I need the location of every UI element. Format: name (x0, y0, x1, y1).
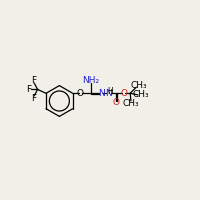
Text: CH₃: CH₃ (130, 81, 147, 90)
Text: F: F (26, 85, 31, 94)
Text: CH₃: CH₃ (123, 99, 139, 108)
Text: CH₃: CH₃ (133, 90, 149, 99)
Text: O: O (113, 98, 120, 107)
Text: F: F (32, 94, 37, 103)
Text: N: N (98, 89, 105, 98)
Text: N: N (105, 89, 112, 98)
Text: H: H (108, 87, 113, 96)
Text: F: F (32, 76, 37, 85)
Text: NH₂: NH₂ (82, 76, 99, 85)
Text: O: O (120, 89, 127, 98)
Text: O: O (77, 89, 84, 98)
